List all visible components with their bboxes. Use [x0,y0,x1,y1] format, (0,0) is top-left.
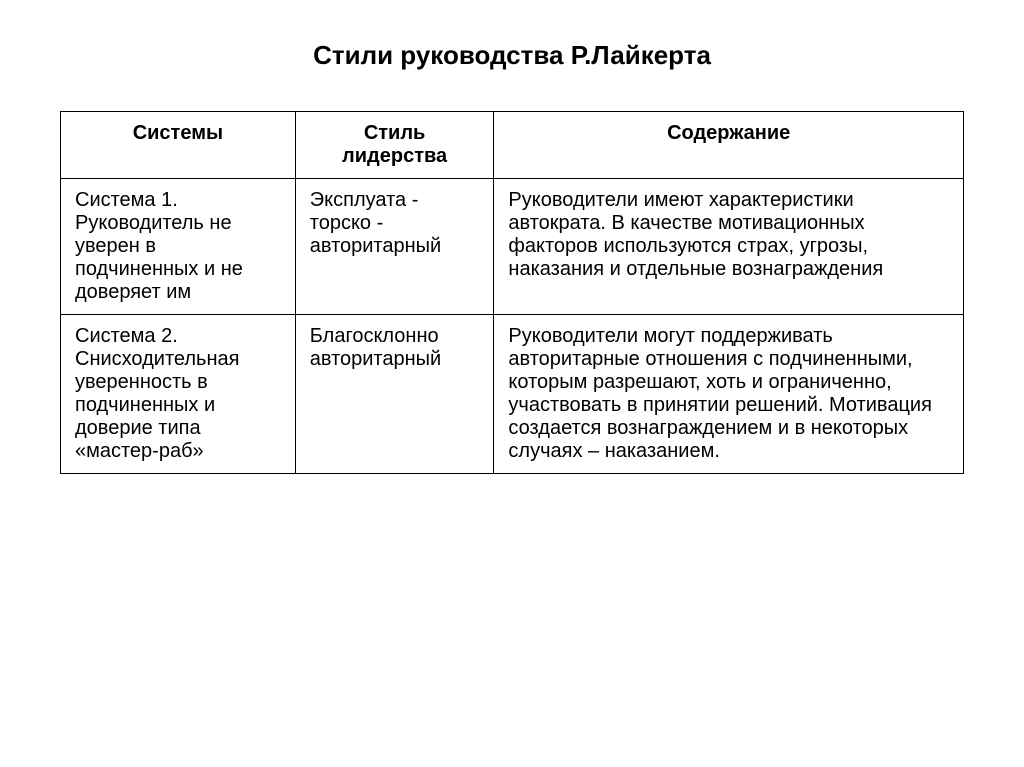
page-title: Стили руководства Р.Лайкерта [60,40,964,71]
cell-content: Руководители могут поддерживать авторита… [494,315,964,474]
table-row: Система 1. Руководитель не уверен в подч… [61,179,964,315]
cell-system: Система 1. Руководитель не уверен в подч… [61,179,296,315]
styles-table: Системы Стиль лидерства Содержание Систе… [60,111,964,474]
cell-style: Благосклонно авторитарный [295,315,494,474]
col-header-systems: Системы [61,112,296,179]
cell-system: Система 2. Снисходительная уверенность в… [61,315,296,474]
col-header-style: Стиль лидерства [295,112,494,179]
table-header-row: Системы Стиль лидерства Содержание [61,112,964,179]
cell-style: Эксплуата - торско - авторитарный [295,179,494,315]
table-row: Система 2. Снисходительная уверенность в… [61,315,964,474]
cell-content: Руководители имеют характеристики автокр… [494,179,964,315]
col-header-content: Содержание [494,112,964,179]
